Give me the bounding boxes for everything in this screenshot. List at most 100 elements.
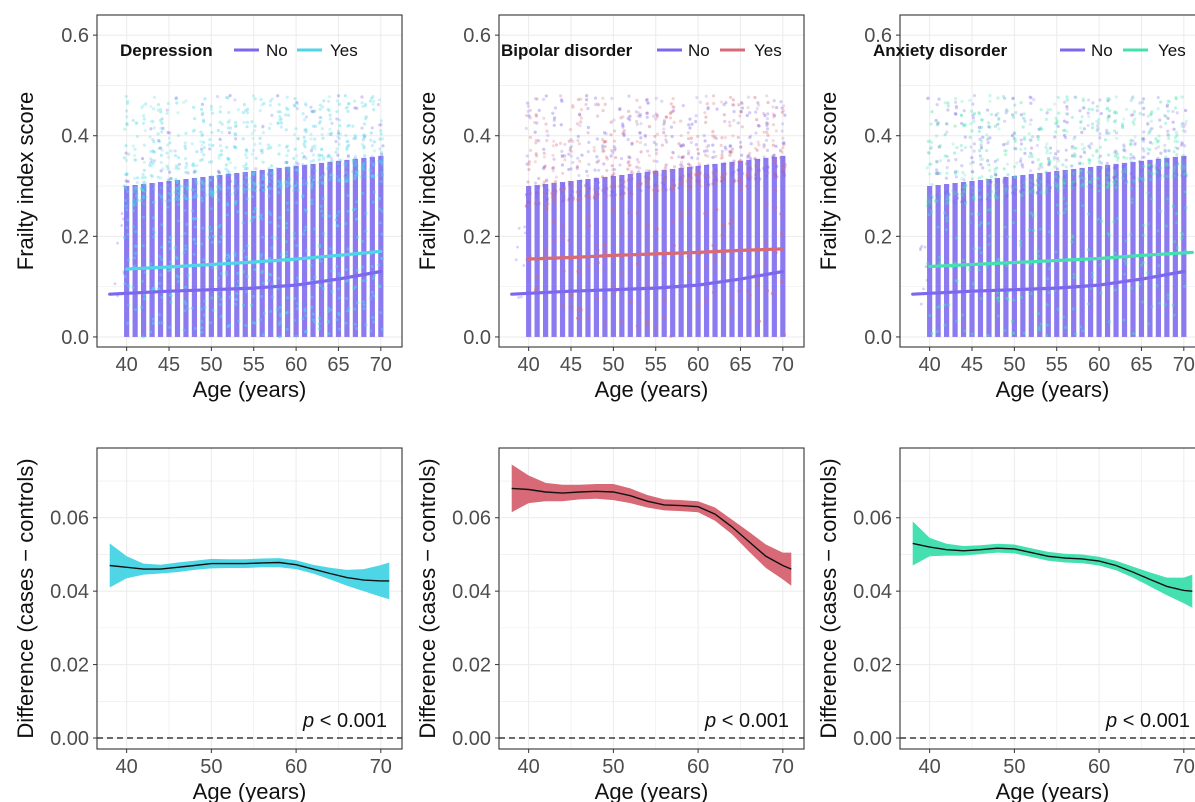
- data-point: [753, 156, 757, 161]
- data-point: [224, 95, 229, 100]
- data-point: [706, 107, 710, 111]
- data-point: [781, 136, 785, 140]
- data-point: [554, 175, 558, 179]
- data-point: [232, 144, 236, 149]
- data-point-case: [174, 197, 178, 201]
- data-point-case: [672, 244, 676, 248]
- data-point: [929, 145, 933, 149]
- data-point-case: [295, 243, 299, 247]
- data-point-case: [141, 335, 145, 339]
- data-point: [260, 151, 264, 155]
- data-point-case: [1019, 239, 1023, 243]
- data-point: [156, 175, 160, 179]
- data-point: [1159, 176, 1163, 180]
- legend-label-no: No: [688, 41, 710, 60]
- data-point: [695, 174, 699, 178]
- data-point: [605, 168, 609, 173]
- data-point-case: [587, 264, 591, 268]
- data-point: [944, 202, 948, 206]
- data-point: [732, 159, 736, 163]
- data-point-case: [251, 215, 255, 219]
- data-point-case: [977, 268, 981, 272]
- data-point: [772, 159, 776, 163]
- data-point: [637, 183, 642, 187]
- data-point: [1032, 98, 1036, 102]
- data-point: [517, 296, 521, 299]
- data-point-case: [199, 307, 203, 311]
- data-point-case: [326, 320, 330, 324]
- data-point: [277, 102, 281, 107]
- data-point: [927, 162, 932, 166]
- data-point: [732, 180, 736, 184]
- data-point: [731, 98, 735, 102]
- data-point-case: [346, 209, 350, 213]
- data-point: [737, 103, 741, 107]
- data-point: [954, 112, 958, 116]
- data-point: [546, 197, 550, 201]
- data-point: [930, 140, 934, 145]
- data-point: [142, 117, 146, 121]
- data-point: [955, 192, 959, 197]
- data-point: [1172, 173, 1176, 177]
- data-point: [584, 102, 588, 107]
- data-point: [611, 168, 615, 172]
- data-point: [370, 126, 374, 130]
- data-point: [628, 114, 632, 118]
- data-point: [249, 176, 253, 181]
- data-point: [113, 282, 117, 286]
- data-point-case: [335, 318, 339, 322]
- data-point: [960, 200, 964, 204]
- data-point-case: [125, 226, 129, 230]
- data-point: [993, 195, 998, 199]
- data-point: [597, 186, 601, 190]
- data-point: [361, 137, 366, 141]
- data-point-case: [200, 179, 204, 183]
- data-point-case: [985, 265, 989, 269]
- data-point: [677, 155, 681, 159]
- data-point: [353, 136, 358, 140]
- data-point: [764, 121, 769, 125]
- data-point: [952, 199, 956, 203]
- data-point-column: [763, 157, 769, 337]
- data-point: [690, 122, 694, 126]
- data-point-column: [1130, 161, 1136, 337]
- data-point: [283, 180, 288, 184]
- data-point: [619, 189, 624, 193]
- data-point: [1035, 183, 1039, 187]
- data-point: [679, 119, 683, 123]
- data-point: [706, 183, 711, 187]
- data-point: [926, 96, 930, 100]
- data-point: [541, 182, 546, 186]
- data-point: [278, 110, 282, 114]
- data-point-case: [132, 264, 136, 268]
- data-point: [694, 143, 698, 147]
- data-point: [698, 171, 702, 175]
- data-point: [1035, 143, 1040, 148]
- data-point: [536, 185, 541, 190]
- data-point-case: [536, 274, 540, 278]
- data-point: [175, 190, 179, 194]
- data-point-case: [132, 209, 136, 213]
- data-point: [1157, 170, 1161, 174]
- data-point: [1157, 134, 1161, 138]
- data-point: [1141, 97, 1146, 101]
- data-point: [275, 185, 279, 189]
- data-point: [959, 144, 963, 148]
- data-point: [585, 169, 589, 174]
- data-point: [267, 126, 271, 130]
- data-point-case: [182, 251, 186, 255]
- data-point: [183, 147, 188, 151]
- data-point-case: [704, 298, 708, 302]
- data-point: [200, 112, 204, 117]
- data-point: [586, 106, 590, 111]
- data-point: [703, 173, 707, 177]
- data-point: [592, 194, 597, 198]
- data-point: [326, 155, 330, 159]
- data-point-case: [1132, 332, 1136, 336]
- data-point: [343, 163, 347, 167]
- data-point: [161, 167, 165, 171]
- data-point: [1012, 146, 1016, 150]
- data-point: [362, 133, 366, 137]
- data-point-case: [296, 188, 300, 192]
